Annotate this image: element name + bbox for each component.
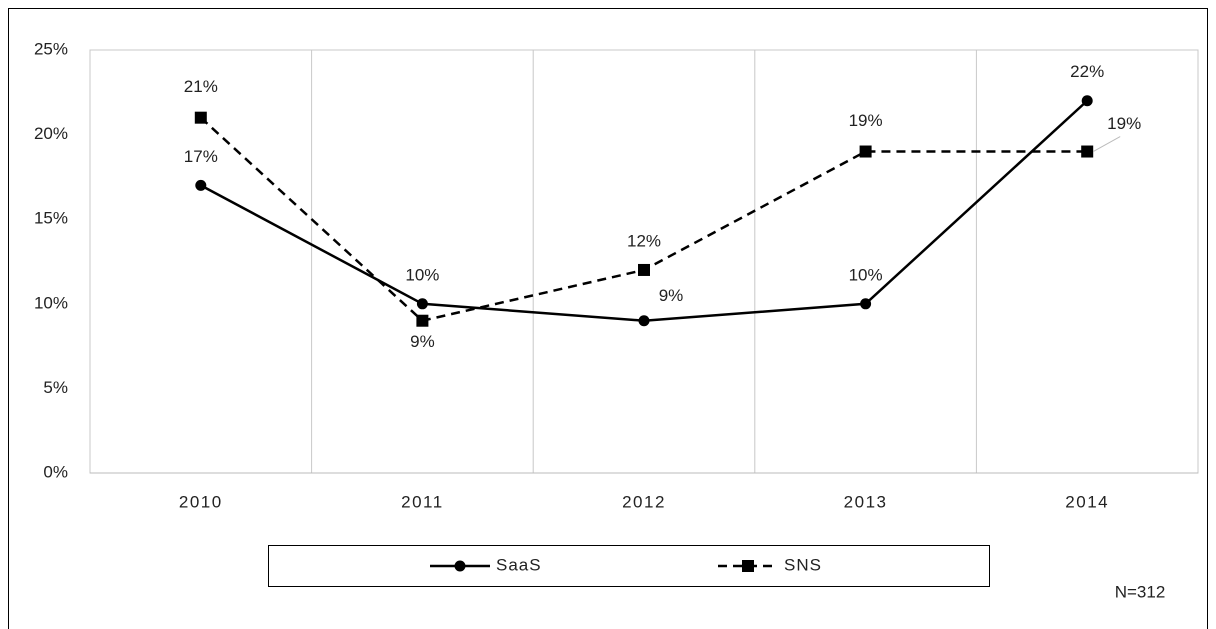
line xyxy=(200,99,1089,322)
marker xyxy=(638,263,650,276)
marker xyxy=(860,298,872,310)
data-label: 12% xyxy=(627,231,661,250)
y-tick-label: 0% xyxy=(43,462,68,481)
legend-marker xyxy=(454,560,466,572)
marker xyxy=(416,298,428,310)
frame xyxy=(8,8,1208,629)
data-label: 10% xyxy=(849,265,883,284)
y-tick-label: 10% xyxy=(34,293,68,312)
marker xyxy=(1081,95,1093,107)
marker xyxy=(194,111,207,124)
data-label: 17% xyxy=(184,147,218,166)
data-label: 19% xyxy=(1107,114,1141,133)
x-tick-label: 2013 xyxy=(844,492,888,511)
y-tick-label: 20% xyxy=(34,124,68,143)
x-tick-label: 2012 xyxy=(622,492,666,511)
marker xyxy=(416,314,429,327)
legend-label: SaaS xyxy=(496,555,542,574)
x-tick-label: 2011 xyxy=(401,492,444,511)
y-tick-label: 15% xyxy=(34,209,68,228)
data-label: 21% xyxy=(184,77,218,96)
y-tick-label: 5% xyxy=(43,378,68,397)
legend-label: SNS xyxy=(784,555,822,574)
annotation: N=312 xyxy=(1115,582,1166,601)
data-label: 9% xyxy=(659,286,684,305)
marker xyxy=(195,179,207,191)
data-label: 10% xyxy=(405,265,439,284)
data-label: 19% xyxy=(849,111,883,130)
x-tick-label: 2010 xyxy=(179,492,223,511)
legend-box xyxy=(268,545,990,587)
marker xyxy=(859,145,872,158)
line xyxy=(199,116,1088,323)
data-label: 22% xyxy=(1070,62,1104,81)
marker xyxy=(1081,145,1094,158)
y-tick-label: 25% xyxy=(34,39,68,58)
plot-border xyxy=(89,49,1199,474)
legend-marker xyxy=(742,560,754,572)
data-label: 9% xyxy=(410,332,435,351)
leader-line xyxy=(1092,136,1121,152)
marker xyxy=(638,315,650,327)
x-tick-label: 2014 xyxy=(1065,492,1109,511)
